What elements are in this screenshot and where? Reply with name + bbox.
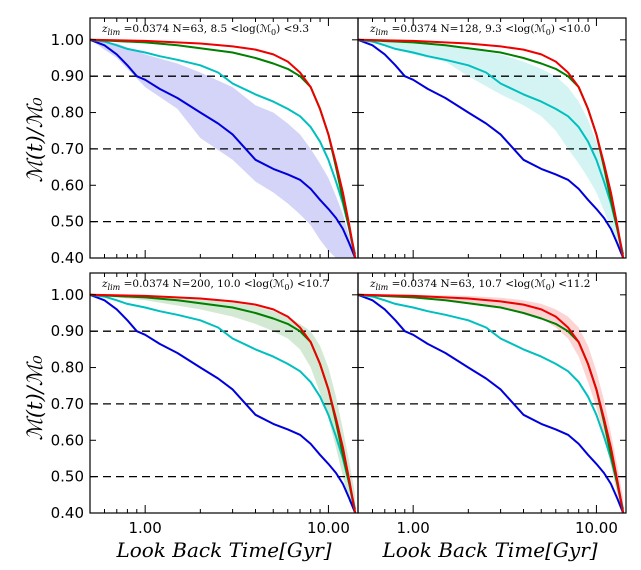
- series-line-red: [358, 38, 625, 258]
- y-tick-label: 0.70: [51, 395, 84, 413]
- panel-3: 0.40 0.50 0.60 0.70 0.80 0.90 1.00 1.00 10.00 zli…: [51, 272, 359, 537]
- y-tick-label: 0.70: [51, 140, 84, 158]
- panel-annotation: zlim =0.0374 N=128, 9.3 <log(ℳ0) <10.0: [369, 23, 590, 37]
- panel-2: zlim =0.0374 N=128, 9.3 <log(ℳ0) <10.0: [357, 17, 627, 259]
- x-tick-label: 10.00: [575, 519, 618, 537]
- plot-area: [358, 38, 626, 258]
- series-line-green: [358, 38, 625, 258]
- plot-area: [358, 293, 626, 513]
- series-line-cyan: [358, 293, 625, 510]
- panels: 0.40 0.50 0.60 0.70 0.80 0.90 1.00 zlim =0.0374…: [51, 17, 627, 537]
- panel-4: 1.00 10.00 zlim =0.0374 N=63, 10.7 <log(ℳ0…: [357, 272, 627, 537]
- y-tick-label: 0.40: [51, 504, 84, 522]
- series-line-red: [90, 38, 357, 258]
- y-tick-label: 0.90: [51, 67, 84, 85]
- y-axis-label-top: ℳ(t)/ℳ₀: [23, 97, 47, 183]
- series-line-cyan: [358, 38, 625, 255]
- y-tick-label: 0.60: [51, 431, 84, 449]
- y-tick-label: 0.40: [51, 249, 84, 267]
- panel-frame: [357, 17, 627, 259]
- series-line-cyan: [90, 38, 357, 255]
- y-tick-label: 0.80: [51, 104, 84, 122]
- series-line-green: [90, 293, 357, 513]
- plot-area: [90, 38, 358, 258]
- series-line-blue: [358, 293, 625, 513]
- y-tick-label: 0.90: [51, 322, 84, 340]
- series-line-blue: [358, 38, 625, 258]
- series-line-red: [358, 293, 625, 513]
- x-tick-label: 10.00: [307, 519, 350, 537]
- series-line-cyan: [90, 293, 357, 510]
- panel-annotation: zlim =0.0374 N=63, 10.7 <log(ℳ0) <11.2: [369, 278, 590, 292]
- panel-frame: [357, 272, 627, 514]
- series-line-blue: [90, 293, 357, 513]
- y-tick-label: 0.60: [51, 176, 84, 194]
- series-line-blue: [90, 38, 357, 258]
- series-line-red: [90, 293, 357, 513]
- y-tick-label: 1.00: [51, 286, 84, 304]
- series-line-green: [358, 293, 625, 513]
- y-tick-label: 1.00: [51, 31, 84, 49]
- series-line-green: [90, 38, 357, 258]
- panel-annotation: zlim =0.0374 N=63, 8.5 <log(ℳ0) <9.3: [101, 23, 309, 37]
- x-axis-label-right: Look Back Time[Gyr]: [381, 538, 597, 562]
- x-tick-label: 1.00: [396, 519, 429, 537]
- y-tick-label: 0.80: [51, 359, 84, 377]
- panel-annotation: zlim =0.0374 N=200, 10.0 <log(ℳ0) <10.7: [101, 278, 329, 292]
- panel-1: 0.40 0.50 0.60 0.70 0.80 0.90 1.00 zlim =0.0374…: [51, 17, 359, 267]
- x-tick-label: 1.00: [128, 519, 161, 537]
- y-axis-label-bottom: ℳ(t)/ℳ₀: [23, 355, 47, 441]
- y-tick-label: 0.50: [51, 468, 84, 486]
- y-tick-label: 0.50: [51, 213, 84, 231]
- x-axis-label-left: Look Back Time[Gyr]: [115, 538, 331, 562]
- range-band-cyan: [358, 39, 624, 258]
- plot-area: [90, 293, 358, 513]
